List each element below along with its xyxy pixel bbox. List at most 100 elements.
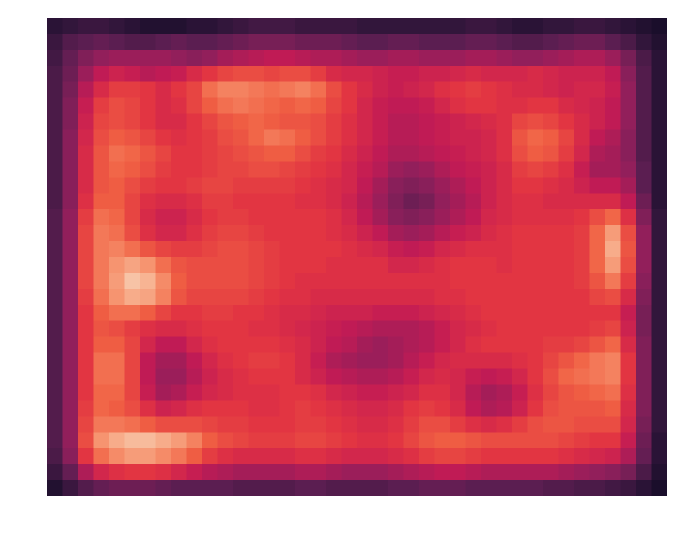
heatmap-cell-r0-c14: [264, 18, 281, 35]
heatmap-cell-r13-c35: [589, 225, 606, 242]
heatmap-cell-r18-c28: [481, 304, 498, 322]
heatmap-cell-r6-c4: [109, 113, 126, 131]
heatmap-cell-r24-c2: [78, 400, 95, 417]
heatmap-cell-r14-c28: [481, 241, 498, 258]
heatmap-cell-r26-c8: [171, 432, 188, 449]
heatmap-cell-r15-c5: [124, 257, 141, 274]
heatmap-cell-r17-c36: [605, 288, 622, 306]
heatmap-cell-r23-c0: [47, 384, 64, 401]
heatmap-cell-r19-c11: [217, 320, 234, 338]
heatmap-cell-r21-c5: [124, 352, 141, 370]
heatmap-cell-r21-c21: [372, 352, 389, 370]
heatmap-cell-r11-c20: [357, 193, 374, 210]
heatmap-cell-r17-c8: [171, 288, 188, 306]
heatmap-cell-r8-c39: [651, 145, 667, 162]
heatmap-cell-r16-c39: [651, 272, 667, 290]
heatmap-cell-r25-c15: [279, 416, 296, 433]
heatmap-cell-r14-c16: [295, 241, 312, 258]
heatmap-cell-r8-c0: [47, 145, 64, 162]
heatmap-cell-r2-c33: [558, 49, 575, 67]
heatmap-cell-r22-c12: [233, 368, 250, 386]
heatmap-cell-r7-c9: [186, 129, 203, 147]
heatmap-cell-r11-c16: [295, 193, 312, 210]
heatmap-cell-r11-c7: [155, 193, 172, 210]
heatmap-cell-r26-c7: [155, 432, 172, 449]
heatmap-cell-r27-c31: [527, 448, 544, 465]
heatmap-cell-r28-c11: [217, 464, 234, 481]
heatmap-cell-r8-c5: [124, 145, 141, 162]
heatmap-cell-r10-c32: [543, 177, 560, 194]
heatmap-cell-r20-c34: [574, 336, 591, 354]
heatmap-cell-r13-c19: [341, 225, 358, 242]
heatmap-cell-r18-c15: [279, 304, 296, 322]
heatmap-cell-r0-c6: [140, 18, 157, 35]
heatmap-cell-r3-c33: [558, 65, 575, 83]
heatmap-cell-r15-c15: [279, 257, 296, 274]
heatmap-cell-r19-c22: [388, 320, 405, 338]
heatmap-cell-r6-c34: [574, 113, 591, 131]
heatmap-cell-r10-c14: [264, 177, 281, 194]
heatmap-cell-r4-c19: [341, 81, 358, 99]
heatmap-cell-r27-c3: [93, 448, 110, 465]
heatmap-cell-r0-c26: [450, 18, 467, 35]
heatmap-cell-r29-c33: [558, 480, 575, 496]
heatmap-cell-r29-c2: [78, 480, 95, 496]
heatmap-cell-r16-c2: [78, 272, 95, 290]
heatmap-cell-r17-c11: [217, 288, 234, 306]
heatmap-cell-r4-c15: [279, 81, 296, 99]
heatmap-cell-r7-c15: [279, 129, 296, 147]
heatmap-cell-r10-c34: [574, 177, 591, 194]
heatmap-cell-r8-c21: [372, 145, 389, 162]
heatmap-cell-r28-c21: [372, 464, 389, 481]
heatmap-cell-r27-c28: [481, 448, 498, 465]
heatmap-cell-r22-c0: [47, 368, 64, 386]
heatmap-cell-r4-c9: [186, 81, 203, 99]
heatmap-cell-r10-c7: [155, 177, 172, 194]
heatmap-cell-r12-c22: [388, 209, 405, 226]
heatmap-cell-r26-c35: [589, 432, 606, 449]
heatmap-cell-r15-c18: [326, 257, 343, 274]
heatmap-cell-r0-c33: [558, 18, 575, 35]
heatmap-cell-r2-c8: [171, 49, 188, 67]
heatmap-cell-r12-c37: [620, 209, 637, 226]
heatmap-cell-r10-c1: [62, 177, 79, 194]
heatmap-cell-r27-c10: [202, 448, 219, 465]
heatmap-cell-r14-c4: [109, 241, 126, 258]
heatmap-cell-r26-c3: [93, 432, 110, 449]
heatmap-cell-r10-c19: [341, 177, 358, 194]
heatmap-cell-r20-c26: [450, 336, 467, 354]
heatmap-cell-r23-c19: [341, 384, 358, 401]
heatmap-cell-r24-c30: [512, 400, 529, 417]
heatmap-cell-r1-c4: [109, 33, 126, 51]
heatmap-cell-r13-c21: [372, 225, 389, 242]
heatmap-cell-r27-c36: [605, 448, 622, 465]
heatmap-cell-r28-c20: [357, 464, 374, 481]
heatmap-cell-r13-c20: [357, 225, 374, 242]
heatmap-cell-r1-c10: [202, 33, 219, 51]
heatmap-cell-r12-c25: [434, 209, 451, 226]
heatmap-cell-r1-c27: [465, 33, 482, 51]
heatmap-cell-r2-c25: [434, 49, 451, 67]
heatmap-cell-r17-c21: [372, 288, 389, 306]
heatmap-cell-r24-c17: [310, 400, 327, 417]
heatmap-cell-r15-c3: [93, 257, 110, 274]
heatmap-cell-r29-c14: [264, 480, 281, 496]
heatmap-cell-r18-c6: [140, 304, 157, 322]
heatmap-cell-r6-c23: [403, 113, 420, 131]
heatmap-cell-r7-c27: [465, 129, 482, 147]
heatmap-cell-r1-c26: [450, 33, 467, 51]
heatmap-cell-r23-c38: [636, 384, 653, 401]
heatmap-cell-r7-c22: [388, 129, 405, 147]
heatmap-cell-r5-c2: [78, 97, 95, 115]
heatmap-cell-r22-c16: [295, 368, 312, 386]
heatmap-cell-r14-c31: [527, 241, 544, 258]
heatmap-cell-r3-c8: [171, 65, 188, 83]
heatmap-cell-r14-c13: [248, 241, 265, 258]
heatmap-cell-r1-c29: [496, 33, 513, 51]
heatmap-cell-r18-c34: [574, 304, 591, 322]
heatmap-cell-r1-c30: [512, 33, 529, 51]
heatmap-cell-r12-c12: [233, 209, 250, 226]
heatmap-cell-r16-c29: [496, 272, 513, 290]
heatmap-cell-r15-c0: [47, 257, 64, 274]
heatmap-cell-r5-c17: [310, 97, 327, 115]
